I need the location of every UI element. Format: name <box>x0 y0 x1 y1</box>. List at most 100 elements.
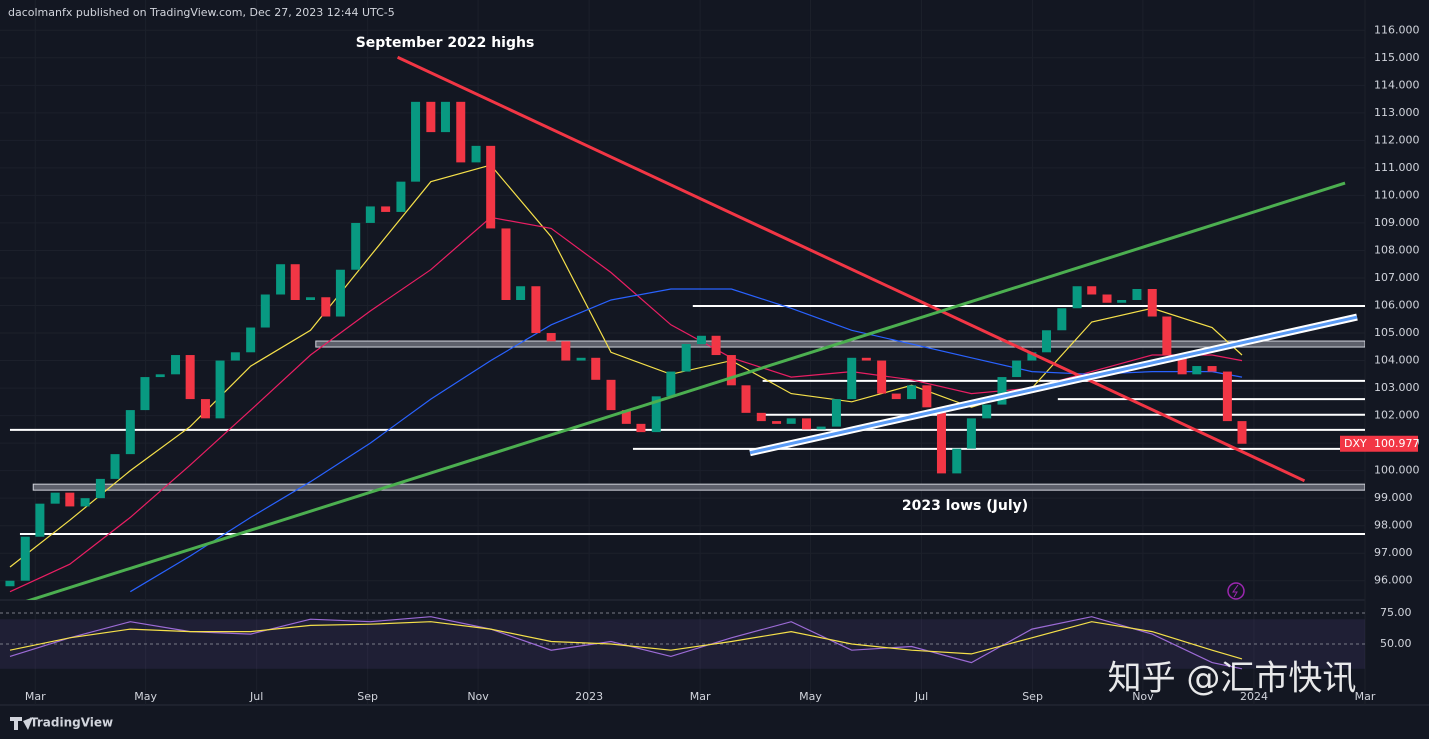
x-tick-label: May <box>799 690 822 703</box>
candle <box>335 269 345 317</box>
trend-line <box>749 315 1358 455</box>
alert-icon-bolt <box>1232 584 1239 598</box>
alert-icon[interactable] <box>1227 582 1245 600</box>
candle <box>1102 294 1112 303</box>
y-tick-label: 96.000 <box>1374 574 1413 587</box>
candle <box>440 101 450 133</box>
y-tick-label: 99.000 <box>1374 491 1413 504</box>
ticker-label: DXY <box>1344 437 1367 450</box>
candle <box>696 335 706 345</box>
candle <box>636 423 646 433</box>
candle <box>1012 360 1022 378</box>
candle <box>35 503 45 537</box>
x-tick-label: Nov <box>467 690 489 703</box>
price-label: 100.977 <box>1374 437 1420 450</box>
candle <box>1192 366 1202 375</box>
annotation: September 2022 highs <box>356 35 535 51</box>
y-tick-label: 108.000 <box>1374 243 1420 256</box>
candle <box>290 264 300 300</box>
rsi-band <box>0 619 1365 669</box>
y-tick-label: 112.000 <box>1374 133 1420 146</box>
candle <box>966 418 976 449</box>
candle <box>997 377 1007 405</box>
candle <box>200 399 210 419</box>
rsi-line <box>9 621 1243 660</box>
candle <box>246 327 256 353</box>
candle <box>1177 355 1187 375</box>
candle <box>215 360 225 419</box>
y-tick-label: 104.000 <box>1374 354 1420 367</box>
candle <box>1117 300 1127 303</box>
x-tick-label: 2023 <box>575 690 603 703</box>
candle <box>1132 288 1142 300</box>
candle <box>711 335 721 356</box>
x-tick-label: Sep <box>357 690 378 703</box>
candle <box>922 385 932 408</box>
y-tick-label: 102.000 <box>1374 409 1420 422</box>
candle <box>936 407 946 474</box>
price-pane <box>5 55 1365 600</box>
candle <box>321 297 331 317</box>
candle <box>786 418 796 424</box>
y-tick-label: 113.000 <box>1374 106 1420 119</box>
candle <box>486 145 496 229</box>
candle <box>1162 316 1172 356</box>
grid <box>0 0 1365 705</box>
candle <box>621 410 631 424</box>
candle <box>847 357 857 400</box>
y-tick-label: 100.000 <box>1374 464 1420 477</box>
axes: 96.00097.00098.00099.000100.000101.00010… <box>25 23 1420 703</box>
candle <box>426 101 436 133</box>
x-tick-label: Sep <box>1022 690 1043 703</box>
candle <box>1237 421 1247 444</box>
rsi-tick-label: 75.00 <box>1380 606 1412 619</box>
level-band <box>32 483 1365 491</box>
watermark: 知乎 @汇市快讯 <box>1108 659 1357 699</box>
candle <box>772 421 782 424</box>
x-tick-label: 2024 <box>1240 690 1268 703</box>
x-tick-label: Jul <box>249 690 263 703</box>
candle <box>50 492 60 504</box>
candle <box>140 377 150 411</box>
x-tick-label: Nov <box>1132 690 1154 703</box>
x-tick-label: May <box>134 690 157 703</box>
candle <box>816 426 826 430</box>
candle <box>185 355 195 400</box>
candle <box>831 399 841 427</box>
candle <box>802 418 812 430</box>
candle <box>305 297 315 300</box>
candle <box>471 145 481 163</box>
candle <box>1057 308 1067 331</box>
candle <box>591 357 601 380</box>
candle <box>546 333 556 342</box>
price-label-bg <box>1340 435 1418 452</box>
trend-line <box>396 55 1306 483</box>
candle <box>5 580 15 587</box>
candle <box>1207 366 1217 372</box>
candle <box>1222 371 1232 422</box>
candle <box>681 344 691 372</box>
candle <box>95 478 105 499</box>
candle <box>952 448 962 474</box>
candle <box>576 357 586 361</box>
candle <box>666 371 676 397</box>
candle <box>456 101 466 163</box>
candle <box>861 357 871 361</box>
y-tick-label: 97.000 <box>1374 546 1413 559</box>
candle <box>80 498 90 507</box>
x-tick-label: Mar <box>25 690 46 703</box>
candle <box>1072 286 1082 309</box>
candle <box>351 222 361 270</box>
y-tick-label: 109.000 <box>1374 216 1420 229</box>
y-tick-label: 98.000 <box>1374 519 1413 532</box>
candle <box>1027 352 1037 361</box>
moving-average <box>129 288 1243 593</box>
tv-logo <box>10 717 33 730</box>
y-tick-label: 107.000 <box>1374 271 1420 284</box>
footer: TradingView <box>30 716 113 730</box>
candle <box>606 379 616 411</box>
candle <box>260 294 270 328</box>
y-tick-label: 115.000 <box>1374 51 1420 64</box>
